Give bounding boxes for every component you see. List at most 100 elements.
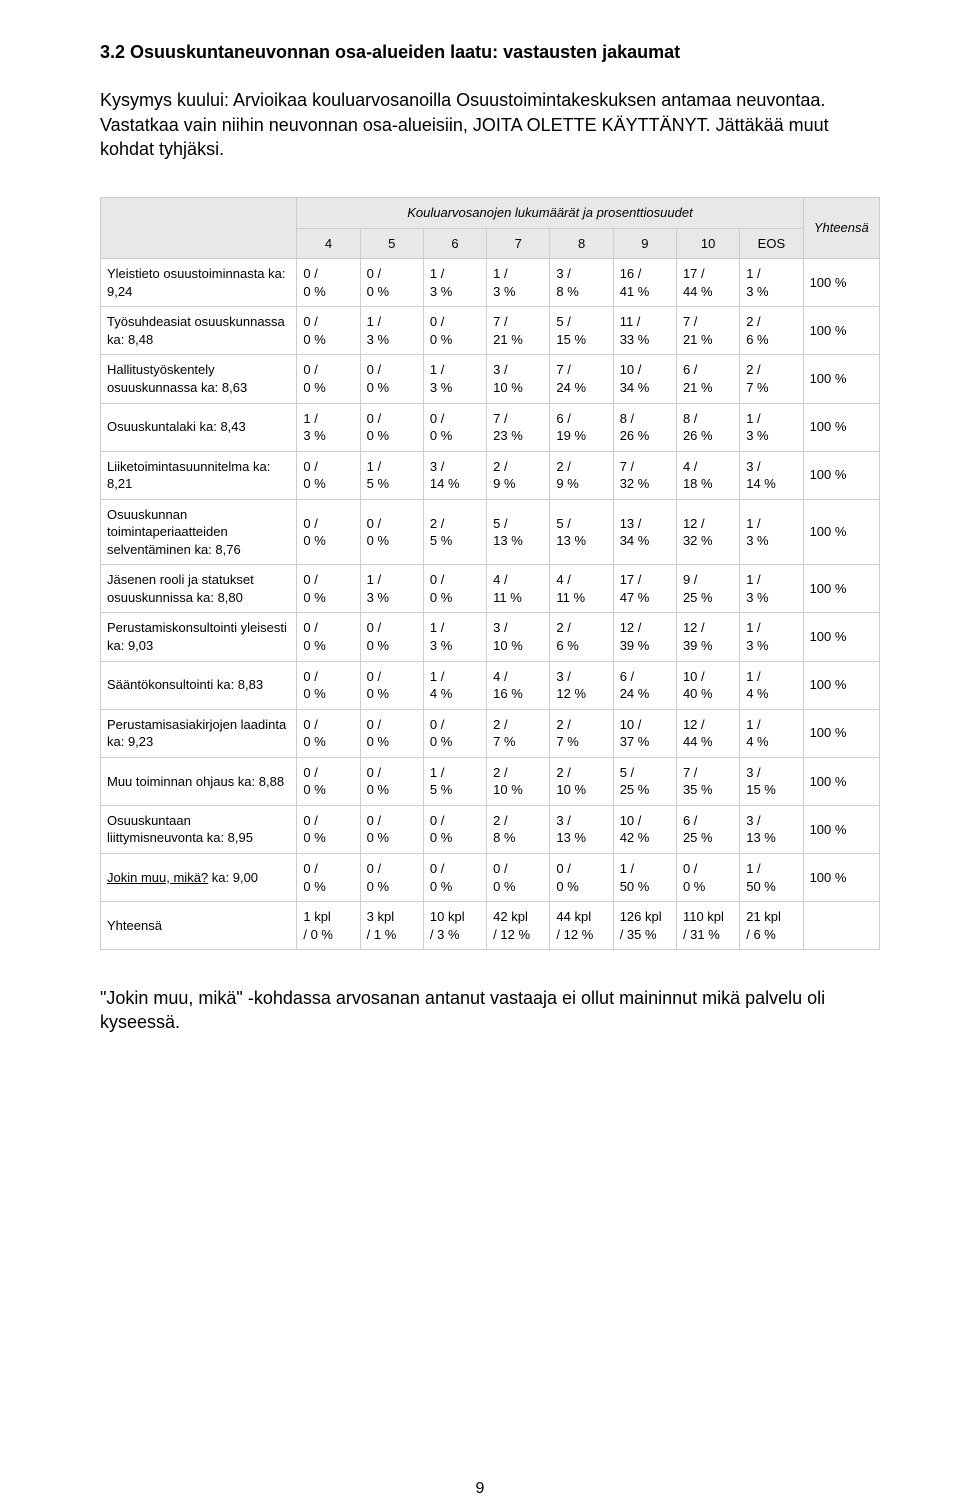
section-title: 3.2 Osuuskuntaneuvonnan osa-alueiden laa… <box>100 40 880 64</box>
row-total: 100 % <box>803 355 879 403</box>
corner-cell <box>101 198 297 259</box>
cell: 2 / 7 % <box>740 355 803 403</box>
table-row: Perustamisasiakirjojen laadinta ka: 9,23… <box>101 709 880 757</box>
cell: 3 / 15 % <box>740 757 803 805</box>
table-row: Hallitustyöskentely osuuskunnassa ka: 8,… <box>101 355 880 403</box>
cell: 0 / 0 % <box>297 709 360 757</box>
row-total: 100 % <box>803 757 879 805</box>
cell: 1 / 4 % <box>740 661 803 709</box>
cell: 0 / 0 % <box>297 757 360 805</box>
cell: 0 / 0 % <box>360 853 423 901</box>
col-header: 6 <box>423 228 486 259</box>
group-header: Kouluarvosanojen lukumäärät ja prosentti… <box>297 198 803 229</box>
cell: 17 / 47 % <box>613 565 676 613</box>
cell: 2 / 6 % <box>740 307 803 355</box>
summary-cell: 110 kpl / 31 % <box>676 902 739 950</box>
cell: 6 / 19 % <box>550 403 613 451</box>
cell: 5 / 15 % <box>550 307 613 355</box>
cell: 5 / 13 % <box>550 499 613 565</box>
cell: 10 / 40 % <box>676 661 739 709</box>
cell: 1 / 3 % <box>740 403 803 451</box>
cell: 0 / 0 % <box>297 355 360 403</box>
row-label: Perustamisasiakirjojen laadinta ka: 9,23 <box>101 709 297 757</box>
cell: 4 / 11 % <box>550 565 613 613</box>
cell: 1 / 3 % <box>740 259 803 307</box>
cell: 3 / 12 % <box>550 661 613 709</box>
summary-cell: 44 kpl / 12 % <box>550 902 613 950</box>
cell: 0 / 0 % <box>360 805 423 853</box>
cell: 5 / 13 % <box>487 499 550 565</box>
row-total: 100 % <box>803 565 879 613</box>
cell: 6 / 25 % <box>676 805 739 853</box>
cell: 0 / 0 % <box>423 307 486 355</box>
cell: 10 / 37 % <box>613 709 676 757</box>
cell: 1 / 5 % <box>360 451 423 499</box>
cell: 2 / 8 % <box>487 805 550 853</box>
row-label: Jäsenen rooli ja statukset osuuskunnissa… <box>101 565 297 613</box>
row-label: Osuuskuntaan liittymisneuvonta ka: 8,95 <box>101 805 297 853</box>
cell: 3 / 10 % <box>487 355 550 403</box>
summary-label: Yhteensä <box>101 902 297 950</box>
cell: 0 / 0 % <box>360 259 423 307</box>
cell: 0 / 0 % <box>297 853 360 901</box>
row-total: 100 % <box>803 403 879 451</box>
cell: 3 / 8 % <box>550 259 613 307</box>
cell: 0 / 0 % <box>423 403 486 451</box>
cell: 0 / 0 % <box>297 307 360 355</box>
cell: 7 / 21 % <box>487 307 550 355</box>
row-label: Hallitustyöskentely osuuskunnassa ka: 8,… <box>101 355 297 403</box>
cell: 1 / 3 % <box>740 499 803 565</box>
cell: 11 / 33 % <box>613 307 676 355</box>
cell: 10 / 34 % <box>613 355 676 403</box>
cell: 0 / 0 % <box>676 853 739 901</box>
summary-total <box>803 902 879 950</box>
ratings-table: Kouluarvosanojen lukumäärät ja prosentti… <box>100 197 880 950</box>
cell: 5 / 25 % <box>613 757 676 805</box>
cell: 1 / 4 % <box>423 661 486 709</box>
row-total: 100 % <box>803 613 879 661</box>
cell: 0 / 0 % <box>297 805 360 853</box>
cell: 8 / 26 % <box>676 403 739 451</box>
table-row: Osuuskuntalaki ka: 8,431 / 3 %0 / 0 %0 /… <box>101 403 880 451</box>
cell: 0 / 0 % <box>360 709 423 757</box>
cell: 1 / 5 % <box>423 757 486 805</box>
cell: 0 / 0 % <box>297 499 360 565</box>
row-total: 100 % <box>803 853 879 901</box>
col-header: 9 <box>613 228 676 259</box>
cell: 7 / 21 % <box>676 307 739 355</box>
row-label: Liiketoimintasuunnitelma ka: 8,21 <box>101 451 297 499</box>
row-total: 100 % <box>803 661 879 709</box>
table-row: Työsuhdeasiat osuuskunnassa ka: 8,480 / … <box>101 307 880 355</box>
table-row: Liiketoimintasuunnitelma ka: 8,210 / 0 %… <box>101 451 880 499</box>
cell: 1 / 3 % <box>487 259 550 307</box>
col-header: EOS <box>740 228 803 259</box>
cell: 2 / 9 % <box>487 451 550 499</box>
cell: 12 / 39 % <box>613 613 676 661</box>
cell: 0 / 0 % <box>360 613 423 661</box>
col-header: 7 <box>487 228 550 259</box>
cell: 2 / 6 % <box>550 613 613 661</box>
row-total: 100 % <box>803 451 879 499</box>
cell: 12 / 32 % <box>676 499 739 565</box>
cell: 7 / 23 % <box>487 403 550 451</box>
table-row: Perustamiskonsultointi yleisesti ka: 9,0… <box>101 613 880 661</box>
cell: 0 / 0 % <box>423 805 486 853</box>
table-row: Sääntökonsultointi ka: 8,830 / 0 %0 / 0 … <box>101 661 880 709</box>
cell: 1 / 50 % <box>613 853 676 901</box>
cell: 1 / 3 % <box>740 565 803 613</box>
cell: 12 / 44 % <box>676 709 739 757</box>
summary-cell: 10 kpl / 3 % <box>423 902 486 950</box>
summary-cell: 21 kpl / 6 % <box>740 902 803 950</box>
cell: 7 / 24 % <box>550 355 613 403</box>
table-row: Jokin muu, mikä? ka: 9,000 / 0 %0 / 0 %0… <box>101 853 880 901</box>
cell: 6 / 21 % <box>676 355 739 403</box>
row-label: Jokin muu, mikä? ka: 9,00 <box>101 853 297 901</box>
cell: 0 / 0 % <box>297 613 360 661</box>
cell: 2 / 7 % <box>550 709 613 757</box>
cell: 16 / 41 % <box>613 259 676 307</box>
cell: 1 / 3 % <box>360 565 423 613</box>
row-total: 100 % <box>803 259 879 307</box>
cell: 4 / 18 % <box>676 451 739 499</box>
cell: 2 / 9 % <box>550 451 613 499</box>
cell: 8 / 26 % <box>613 403 676 451</box>
